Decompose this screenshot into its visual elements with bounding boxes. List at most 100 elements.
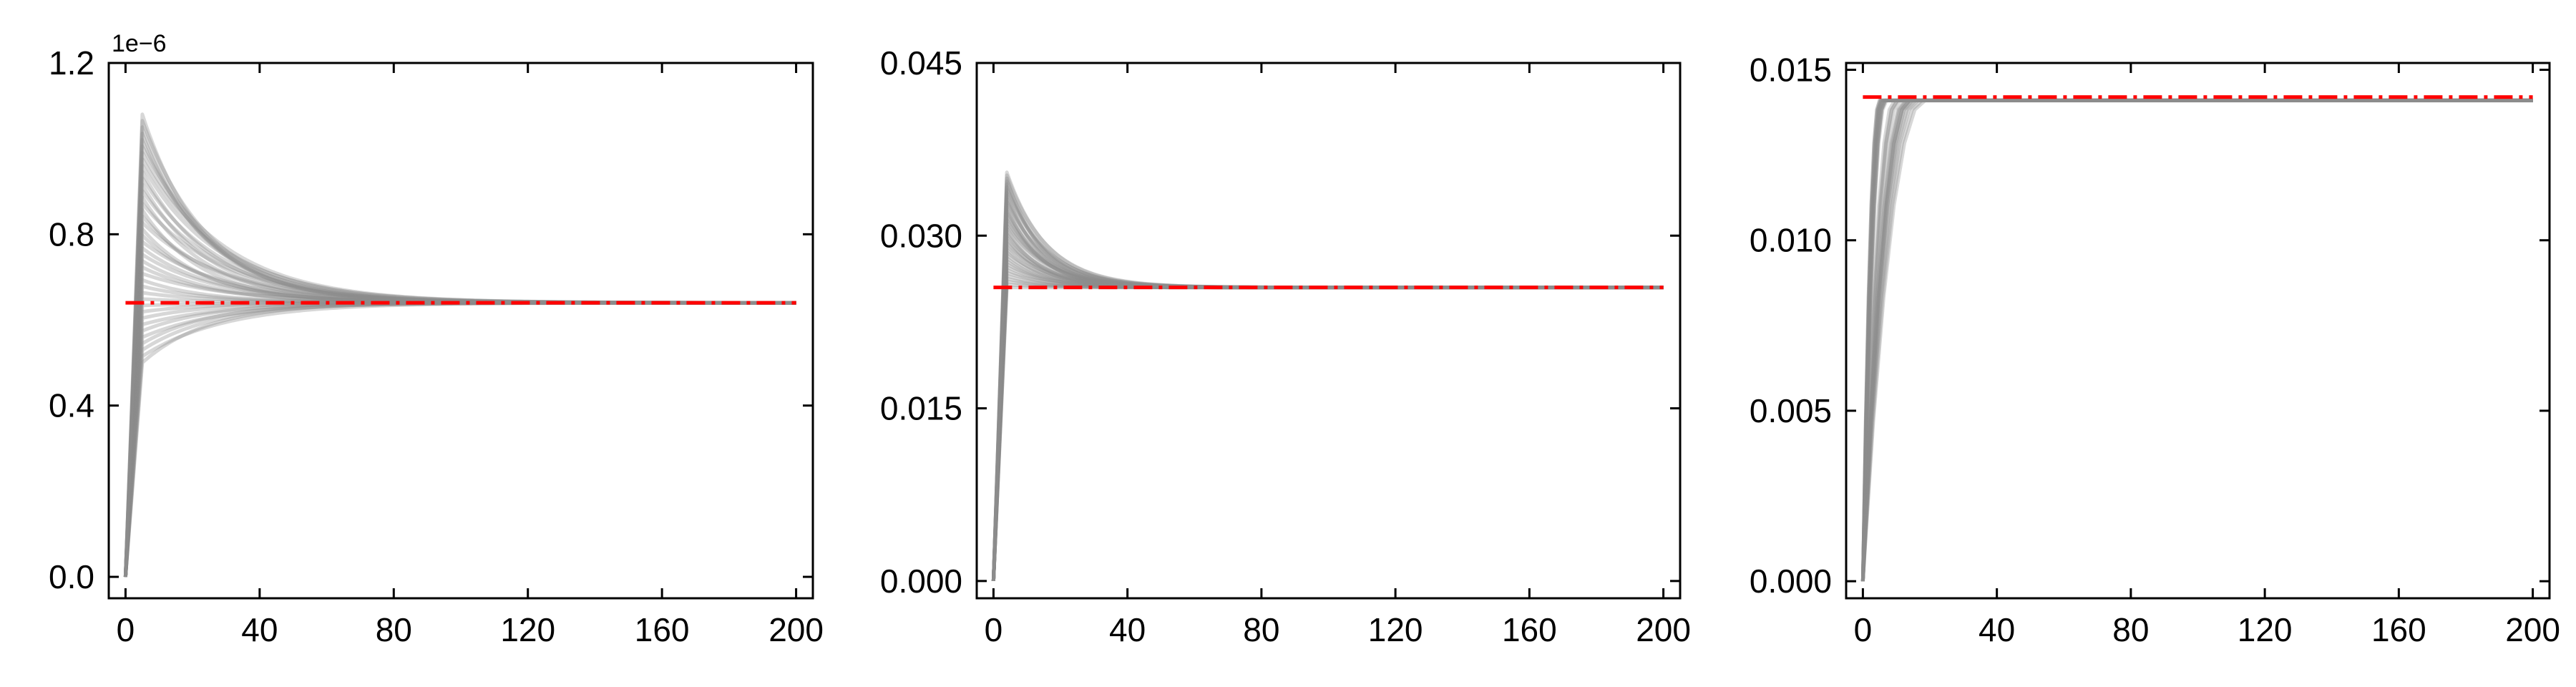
- x-tick-label: 200: [2505, 611, 2560, 648]
- ensemble-line: [123, 291, 796, 578]
- ensemble-line: [1860, 98, 2533, 582]
- ensemble-line: [123, 297, 796, 578]
- ensemble-lines: [991, 170, 1664, 582]
- chart-panel-right: 0 40 80 120 160 200 0.000 0.005 0.010 0.015: [1750, 52, 2560, 648]
- ensemble-line: [991, 197, 1664, 581]
- ensemble-line: [991, 238, 1664, 581]
- y-tick-label: 0.0: [49, 558, 94, 595]
- ensemble-line: [1860, 98, 2533, 582]
- ensemble-line: [1860, 98, 2533, 582]
- y-tick-label: 0.015: [1750, 52, 1832, 89]
- x-tick-label: 200: [1636, 611, 1691, 648]
- ensemble-line: [991, 241, 1664, 581]
- ensemble-line: [991, 218, 1664, 581]
- ensemble-line: [1860, 98, 2533, 582]
- ensemble-line: [123, 144, 796, 578]
- ensemble-line: [991, 279, 1664, 582]
- ensemble-line: [1860, 98, 2533, 582]
- ensemble-lines: [123, 112, 796, 578]
- ensemble-line: [123, 301, 796, 578]
- ensemble-line: [1860, 98, 2533, 582]
- ensemble-line: [991, 232, 1664, 581]
- ensemble-line: [123, 125, 796, 578]
- ensemble-line: [991, 235, 1664, 581]
- ensemble-line: [123, 301, 796, 578]
- ensemble-line: [1860, 98, 2533, 582]
- plot-frame: [107, 62, 814, 600]
- y-tick-label: 0.005: [1750, 392, 1832, 429]
- y-tick-label: 0.4: [49, 387, 94, 424]
- ensemble-line: [1860, 98, 2533, 582]
- ensemble-line: [991, 170, 1664, 581]
- ensemble-line: [991, 182, 1664, 581]
- ensemble-line: [1860, 98, 2533, 582]
- ensemble-line: [991, 203, 1664, 581]
- ensemble-line: [123, 301, 796, 578]
- ensemble-line: [123, 119, 796, 578]
- ensemble-line: [991, 244, 1664, 581]
- ensemble-line: [123, 112, 796, 578]
- ensemble-line: [991, 265, 1664, 582]
- ensemble-line: [991, 276, 1664, 582]
- ensemble-line: [991, 205, 1664, 581]
- ensemble-line: [991, 250, 1664, 582]
- ensemble-line: [1860, 98, 2533, 582]
- x-tick-label: 0: [985, 611, 1003, 648]
- ensemble-line: [991, 253, 1664, 582]
- y-tick-label: 0.8: [49, 215, 94, 253]
- ensemble-line: [1860, 98, 2533, 582]
- x-tick-label: 120: [2238, 611, 2293, 648]
- x-tick-label: 80: [2112, 611, 2149, 648]
- ensemble-line: [1860, 98, 2533, 582]
- y-tick-label: 0.015: [880, 390, 962, 427]
- ensemble-line: [991, 273, 1664, 582]
- x-tick-label: 120: [500, 611, 555, 648]
- y-tick-label: 0.000: [1750, 562, 1832, 600]
- ensemble-line: [991, 208, 1664, 581]
- ensemble-line: [1860, 98, 2533, 582]
- ensemble-line: [123, 301, 796, 578]
- ensemble-line: [991, 212, 1664, 581]
- x-tick-label: 0: [117, 611, 135, 648]
- x-tick-label: 40: [1979, 611, 2015, 648]
- ensemble-line: [991, 173, 1664, 581]
- x-tick-label: 40: [1109, 611, 1146, 648]
- ensemble-line: [991, 223, 1664, 581]
- x-tick-label: 160: [2371, 611, 2426, 648]
- y-tick-label: 0.030: [880, 217, 962, 254]
- ensemble-line: [1860, 98, 2533, 582]
- ensemble-line: [991, 255, 1664, 582]
- ensemble-line: [123, 284, 796, 578]
- chart-panel-middle: 0 40 80 120 160 200 0.000 0.015 0.030 0.045: [880, 44, 1691, 648]
- x-tick-label: 0: [1854, 611, 1873, 648]
- x-tick-label: 200: [769, 611, 824, 648]
- ensemble-line: [1860, 98, 2533, 582]
- ensemble-line: [123, 170, 796, 578]
- ensemble-line: [991, 200, 1664, 581]
- ensemble-lines: [1860, 98, 2533, 582]
- ensemble-line: [1860, 98, 2533, 582]
- y-offset-label: 1e−6: [112, 30, 167, 57]
- ensemble-line: [123, 137, 796, 578]
- ensemble-line: [991, 179, 1664, 581]
- ensemble-line: [1860, 98, 2533, 582]
- ensemble-line: [123, 301, 796, 578]
- ensemble-line: [123, 182, 796, 578]
- ensemble-line: [1860, 98, 2533, 582]
- y-tick-label: 0.000: [880, 562, 962, 600]
- ensemble-line: [1860, 98, 2533, 582]
- plot-frame: [975, 62, 1682, 600]
- y-tick-label: 0.045: [880, 44, 962, 82]
- ensemble-line: [1860, 98, 2533, 582]
- ensemble-line: [1860, 98, 2533, 582]
- ensemble-line: [123, 157, 796, 578]
- ensemble-line: [991, 185, 1664, 581]
- x-tick-label: 40: [241, 611, 278, 648]
- ensemble-line: [991, 194, 1664, 581]
- y-tick-label: 0.010: [1750, 222, 1832, 259]
- ensemble-line: [123, 150, 796, 578]
- plot-frame: [1845, 62, 2551, 600]
- ensemble-line: [991, 259, 1664, 582]
- ensemble-line: [991, 247, 1664, 582]
